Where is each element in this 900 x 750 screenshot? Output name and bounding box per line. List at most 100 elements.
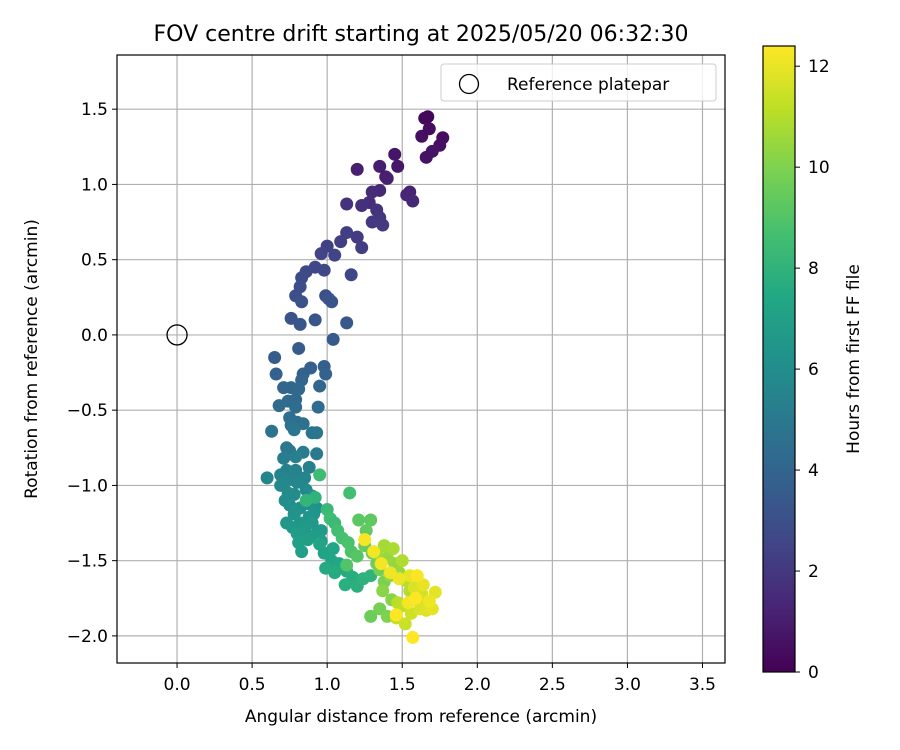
reference-platepar-marker <box>166 324 188 346</box>
data-point <box>376 584 390 598</box>
data-point <box>325 295 339 309</box>
y-axis-label: Rotation from reference (arcmin) <box>22 219 42 499</box>
data-point <box>344 268 358 282</box>
grid <box>117 55 725 663</box>
data-point <box>422 594 436 608</box>
data-point <box>374 557 388 571</box>
data-point <box>328 566 342 580</box>
colorbar-tick-label: 10 <box>808 158 830 178</box>
data-point <box>313 468 327 482</box>
data-point <box>265 424 279 438</box>
data-point <box>376 218 390 232</box>
data-point <box>334 235 348 249</box>
colorbar-tick-label: 2 <box>808 562 819 582</box>
x-tick-label: 0.5 <box>239 675 266 695</box>
data-point <box>386 542 400 556</box>
data-point <box>388 147 402 161</box>
colorbar-frame <box>762 45 796 673</box>
legend: Reference platepar <box>440 63 717 102</box>
data-point <box>406 630 420 644</box>
data-point <box>350 549 364 563</box>
data-point <box>269 367 283 381</box>
data-point <box>355 241 369 255</box>
data-point <box>319 367 333 381</box>
x-tick-label: 2.0 <box>464 675 491 695</box>
data-point <box>311 400 325 414</box>
data-point <box>380 171 394 185</box>
y-tick-label: 0.5 <box>81 251 108 271</box>
data-point <box>326 332 340 346</box>
colorbar-tick-label: 6 <box>808 360 819 380</box>
data-point <box>299 493 313 507</box>
data-point <box>293 317 307 331</box>
y-tick-label: −1.0 <box>67 476 108 496</box>
x-tick-label: 0.0 <box>164 675 191 695</box>
legend-label: Reference platepar <box>507 75 669 95</box>
data-point <box>395 554 409 568</box>
data-point <box>398 617 412 631</box>
data-point <box>352 513 366 527</box>
colorbar-tick-label: 4 <box>808 461 819 481</box>
data-point <box>268 350 282 364</box>
data-point <box>365 215 379 229</box>
legend-marker <box>458 73 480 95</box>
data-point <box>289 400 303 414</box>
y-tick-label: 1.5 <box>81 100 108 120</box>
data-point <box>317 263 331 277</box>
colorbar-label: Hours from first FF file <box>844 264 864 454</box>
data-point <box>389 608 403 622</box>
data-point <box>292 341 306 355</box>
data-point <box>287 423 301 437</box>
data-point <box>338 578 352 592</box>
y-tick-label: −2.0 <box>67 627 108 647</box>
colorbar-tick-label: 8 <box>808 259 819 279</box>
colorbar-gradient <box>763 46 795 672</box>
data-points <box>260 110 450 644</box>
reference-layer <box>166 324 188 346</box>
data-point <box>367 545 381 559</box>
x-tick-label: 1.0 <box>314 675 341 695</box>
x-tick-label: 3.0 <box>614 675 641 695</box>
data-point <box>373 159 387 173</box>
data-point <box>365 185 379 199</box>
data-point <box>364 609 378 623</box>
data-point <box>350 162 364 176</box>
data-point <box>355 198 369 212</box>
y-axis-ticks: 1.5 1.0 0.5 0.0 −0.5 −1.0 −1.5 −2.0 <box>67 100 117 647</box>
y-tick-label: −0.5 <box>67 401 108 421</box>
data-point <box>409 591 423 605</box>
data-point <box>308 313 322 327</box>
data-point <box>410 569 424 583</box>
data-point <box>302 460 316 474</box>
data-point <box>350 230 364 244</box>
data-point <box>310 426 324 440</box>
chart-title: FOV centre drift starting at 2025/05/20 … <box>154 22 689 47</box>
data-point <box>340 558 354 572</box>
x-tick-label: 3.5 <box>689 675 716 695</box>
data-point <box>418 111 432 125</box>
data-point <box>406 194 420 208</box>
x-axis-label: Angular distance from reference (arcmin) <box>245 707 597 727</box>
data-point <box>340 197 354 211</box>
data-point <box>310 447 324 461</box>
data-point <box>313 379 327 393</box>
data-point <box>295 545 309 559</box>
data-point <box>364 513 378 527</box>
data-point <box>260 471 274 485</box>
x-tick-label: 1.5 <box>389 675 416 695</box>
data-point <box>383 566 397 580</box>
x-axis-ticks: 0.0 0.5 1.0 1.5 2.0 2.5 3.0 3.5 <box>164 663 716 695</box>
colorbar-ticks: 0 2 4 6 8 10 12 <box>795 57 830 683</box>
data-point <box>314 247 328 261</box>
y-tick-label: −1.5 <box>67 552 108 572</box>
data-point <box>328 248 342 262</box>
colorbar-tick-label: 12 <box>808 57 830 77</box>
data-point <box>272 399 286 413</box>
data-point <box>326 542 340 556</box>
data-point <box>391 159 405 173</box>
y-tick-label: 1.0 <box>81 175 108 195</box>
data-point <box>289 450 303 464</box>
colorbar: 0 2 4 6 8 10 12 Hours from first FF file <box>762 45 864 683</box>
data-point <box>358 533 372 547</box>
